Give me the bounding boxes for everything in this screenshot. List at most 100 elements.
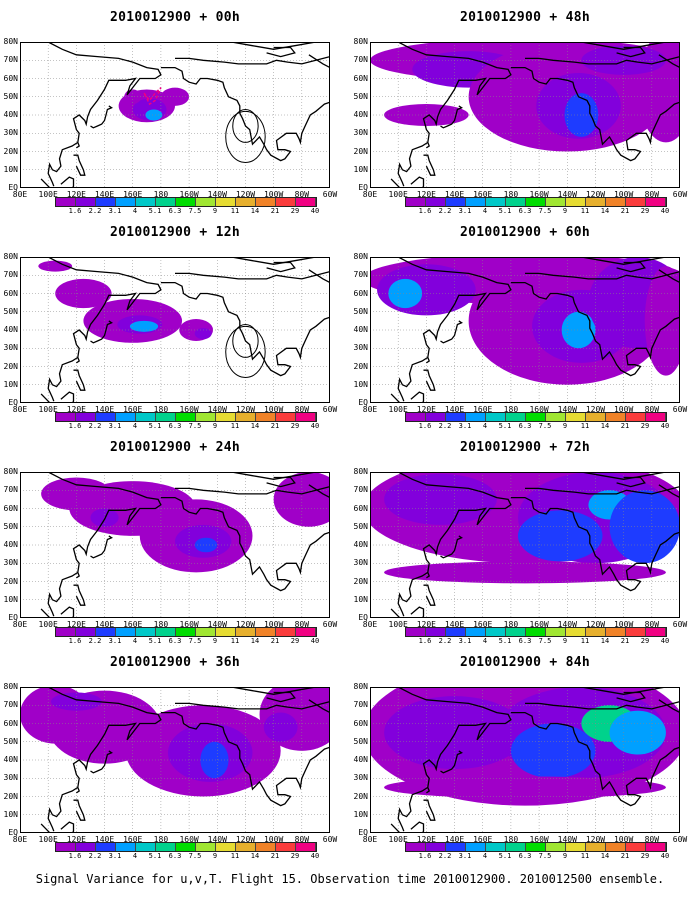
colorbar-label: 21	[270, 422, 280, 430]
colorbar-label: 14	[600, 852, 610, 860]
x-tick-label: 100E	[388, 190, 408, 199]
colorbar-label: 14	[250, 207, 260, 215]
colorbar-label: 2.2	[438, 852, 452, 860]
x-tick-label: 140W	[207, 835, 227, 844]
colorbar-swatch	[486, 628, 506, 636]
y-tick-label: 40N	[353, 755, 368, 764]
y-tick-label: 20N	[353, 576, 368, 586]
y-tick-label: 70N	[353, 270, 368, 280]
x-tick-label: 120W	[235, 405, 256, 414]
y-tick-label: 80N	[353, 467, 368, 476]
colorbar-label: 21	[620, 207, 630, 215]
colorbar-swatch	[116, 413, 136, 421]
colorbar	[405, 627, 667, 637]
coastline	[60, 176, 75, 188]
x-tick-label: 160W	[179, 620, 199, 629]
variance-contour-fill	[388, 278, 423, 309]
flight-track-outline	[225, 325, 266, 378]
coastline	[175, 485, 330, 495]
coastline	[231, 687, 317, 695]
coastline	[390, 178, 401, 188]
coastline	[231, 42, 317, 50]
x-tick-label: 120E	[66, 405, 86, 414]
panel-title: 2010012900 + 12h	[109, 225, 241, 240]
colorbar-swatch	[136, 628, 156, 636]
y-tick-label: 40N	[353, 110, 368, 119]
colorbar-label: 9	[212, 852, 218, 860]
x-tick-label: 120E	[416, 190, 436, 199]
x-tick-label: 140E	[94, 620, 115, 629]
colorbar-label: 4	[482, 852, 488, 860]
y-tick-label: 80N	[3, 467, 18, 476]
x-tick-label: 100E	[388, 620, 408, 629]
coastline	[440, 320, 463, 344]
panel-title: 2010012900 + 60h	[459, 225, 591, 240]
y-tick-label: 20N	[3, 791, 18, 801]
colorbar	[55, 842, 317, 852]
colorbar-label: 3.1	[108, 637, 122, 645]
colorbar-swatch	[176, 628, 196, 636]
x-tick-label: 80E	[362, 835, 378, 844]
coastline	[76, 572, 80, 579]
colorbar-label: 1.6	[68, 637, 82, 645]
map-plot-area	[20, 257, 330, 403]
x-tick-label: 80E	[12, 190, 28, 199]
x-tick-label: 120W	[235, 620, 256, 629]
x-tick-label: 140E	[94, 405, 115, 414]
map-svg	[370, 687, 680, 833]
colorbar-swatch	[426, 413, 446, 421]
x-tick-label: 80E	[12, 405, 28, 414]
variance-contour-fill	[51, 692, 102, 711]
colorbar-swatch	[406, 628, 426, 636]
x-tick-label: 80E	[12, 620, 28, 629]
colorbar-label: 29	[290, 637, 300, 645]
variance-contour-fill	[129, 320, 159, 332]
y-tick-label: 60N	[353, 73, 368, 83]
x-tick-label: 80E	[12, 835, 28, 844]
colorbar	[55, 627, 317, 637]
colorbar-label: 6.3	[518, 207, 532, 215]
coastline	[581, 687, 667, 695]
variance-contour-fill	[561, 311, 596, 349]
x-tick-label: 100E	[388, 835, 408, 844]
colorbar-label: 7.5	[538, 852, 552, 860]
y-tick-label: EQ	[8, 183, 18, 192]
colorbar-label: 1.6	[418, 422, 432, 430]
colorbar-swatch	[606, 628, 626, 636]
map-svg	[370, 472, 680, 618]
colorbar-swatch	[216, 628, 236, 636]
colorbar-label: 9	[562, 852, 568, 860]
map-plot-area	[20, 42, 330, 188]
colorbar-swatch	[216, 413, 236, 421]
x-tick-label: 140W	[557, 190, 577, 199]
y-tick-label: 50N	[353, 306, 368, 316]
colorbar-swatch	[586, 843, 606, 851]
x-tick-label: 80W	[644, 620, 660, 629]
colorbar-swatch	[76, 628, 96, 636]
coastline	[390, 393, 401, 403]
map-svg	[20, 257, 330, 403]
colorbar-swatch	[446, 628, 466, 636]
colorbar-swatch	[296, 413, 316, 421]
colorbar	[55, 412, 317, 422]
coastline	[426, 572, 430, 579]
x-tick-label: 60W	[672, 190, 688, 199]
coastline	[60, 821, 75, 833]
coastline	[410, 606, 425, 618]
colorbar-swatch	[196, 628, 216, 636]
y-tick-label: 50N	[3, 91, 18, 101]
y-tick-label: 80N	[3, 37, 18, 46]
colorbar-swatch	[236, 198, 256, 206]
x-tick-label: 120W	[585, 190, 606, 199]
colorbar-label: 9	[212, 637, 218, 645]
colorbar-label: 6.3	[518, 637, 532, 645]
x-tick-label: 180	[503, 190, 519, 199]
colorbar-label: 14	[600, 207, 610, 215]
colorbar-label: 14	[250, 422, 260, 430]
colorbar-swatch	[646, 843, 666, 851]
colorbar-swatch	[506, 198, 526, 206]
colorbar-label: 5.1	[148, 852, 162, 860]
coastline	[510, 711, 680, 807]
y-tick-label: 60N	[353, 503, 368, 513]
coastline	[47, 42, 162, 187]
